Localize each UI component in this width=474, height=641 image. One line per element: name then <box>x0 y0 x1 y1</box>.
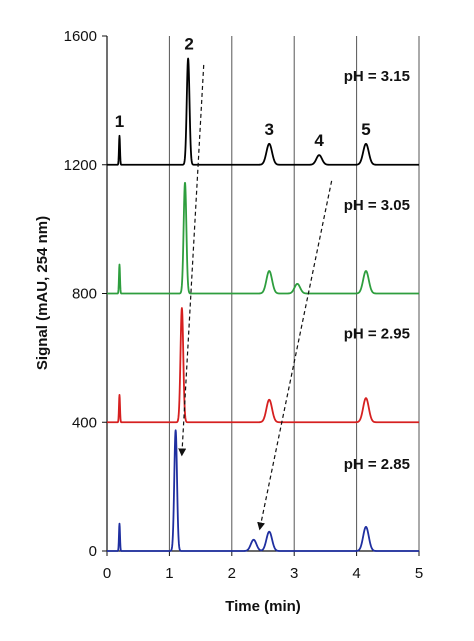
series-line-0 <box>106 57 420 166</box>
y-tick-label: 400 <box>72 414 97 431</box>
series-label: pH = 3.05 <box>344 197 410 214</box>
series-label: pH = 2.85 <box>344 456 410 473</box>
x-tick-label: 4 <box>352 565 360 582</box>
x-axis-title: Time (min) <box>225 598 301 615</box>
retention-shift-arrow-1 <box>257 180 333 531</box>
series-layer <box>106 57 420 552</box>
peak-label-3: 3 <box>265 120 274 139</box>
series-line-1 <box>106 182 420 295</box>
peak-label-2: 2 <box>184 35 193 54</box>
peak-label-4: 4 <box>314 131 324 150</box>
peak-label-1: 1 <box>115 112 124 131</box>
label-layer: pH = 3.15 1 2 3 4 5 pH = 3.05 pH = 2.95 pH = 2.8… <box>115 35 410 473</box>
y-tick-label: 1600 <box>64 28 97 45</box>
x-tick-label: 5 <box>415 565 423 582</box>
series-line-3 <box>106 429 420 552</box>
y-axis-title: Signal (mAU, 254 nm) <box>34 216 51 370</box>
x-tick-label: 0 <box>103 565 111 582</box>
y-tick-label: 0 <box>89 543 97 560</box>
y-tick-label: 800 <box>72 286 97 303</box>
retention-shift-arrow-0 <box>178 64 205 457</box>
series-line-2 <box>106 307 420 424</box>
series-label: pH = 2.95 <box>344 326 410 343</box>
series-label: pH = 3.15 <box>344 68 410 85</box>
peak-label-5: 5 <box>361 120 370 139</box>
y-tick-label: 1200 <box>64 157 97 174</box>
x-tick-label: 2 <box>228 565 236 582</box>
annotation-layer <box>178 64 333 531</box>
x-tick-label: 3 <box>290 565 298 582</box>
x-tick-label: 1 <box>165 565 173 582</box>
